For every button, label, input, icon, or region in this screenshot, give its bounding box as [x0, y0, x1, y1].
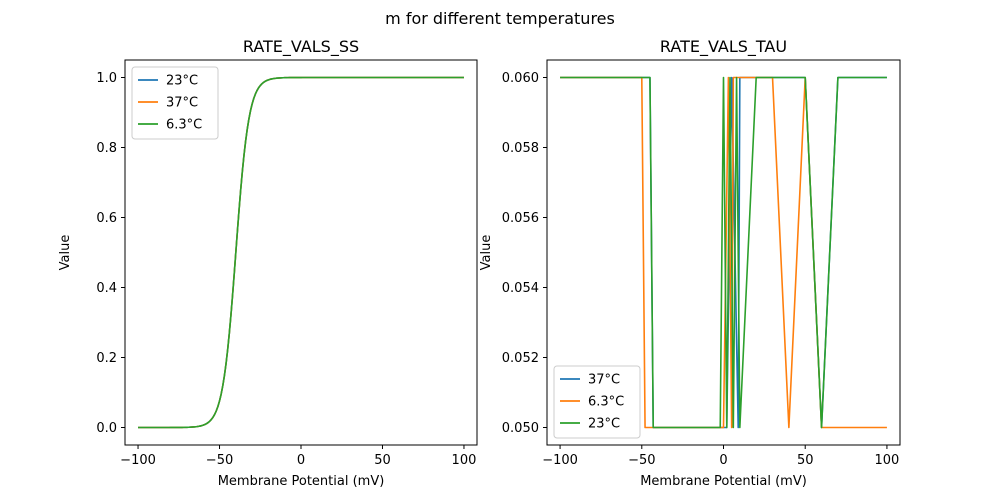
legend-label: 23°C: [166, 74, 198, 89]
panel-rate-vals-ss: RATE_VALS_SS −100 −50 0 50 100 0.0 0.2 0.4 0.6 0.8…: [58, 37, 478, 489]
y-tick-label: 0.2: [96, 351, 117, 366]
x-tick-label: 0: [719, 453, 727, 468]
series-line-6-3-c: [138, 76, 464, 429]
axes-title: RATE_VALS_SS: [243, 37, 359, 57]
y-axis-label: Value: [479, 235, 494, 271]
legend-label: 37°C: [166, 96, 198, 111]
axes-title: RATE_VALS_TAU: [660, 37, 787, 57]
x-tick-label: −50: [628, 453, 655, 468]
y-tick-label: 0.4: [96, 281, 117, 296]
legend-frame: [131, 66, 219, 140]
y-tick-label: 0.058: [502, 141, 539, 156]
y-tick-label: 1.0: [96, 71, 117, 86]
y-tick-label: 0.060: [502, 71, 539, 86]
x-axis-label: Membrane Potential (mV): [640, 474, 807, 489]
y-tick-label: 0.052: [502, 351, 539, 366]
legend-frame: [553, 365, 641, 439]
legend-label: 6.3°C: [166, 118, 202, 133]
y-tick-label: 0.0: [96, 421, 117, 436]
x-tick-label: 100: [875, 453, 900, 468]
legend: 23°C 37°C 6.3°C: [131, 66, 219, 140]
figure-suptitle: m for different temperatures: [385, 9, 615, 28]
y-tick-label: 0.6: [96, 211, 117, 226]
series-group: [560, 76, 887, 429]
x-tick-label: −100: [542, 453, 578, 468]
y-tick-label: 0.056: [502, 211, 539, 226]
x-tick-label: 100: [452, 453, 477, 468]
y-tick-label: 0.050: [502, 421, 539, 436]
x-tick-label: 0: [297, 453, 305, 468]
x-tick-label: −100: [120, 453, 156, 468]
y-tick-label: 0.8: [96, 141, 117, 156]
series-group: [138, 76, 464, 429]
legend-label: 37°C: [588, 373, 620, 388]
x-axis-label: Membrane Potential (mV): [218, 474, 385, 489]
x-tick-label: −50: [206, 453, 233, 468]
series-line-23-c: [560, 76, 887, 429]
x-tick-label: 50: [797, 453, 814, 468]
x-tick-label: 50: [374, 453, 391, 468]
panel-rate-vals-tau: RATE_VALS_TAU −100 −50 0 50 100 0.050 0.052 0.05…: [479, 37, 901, 489]
y-tick-label: 0.054: [502, 281, 539, 296]
legend-label: 23°C: [588, 417, 620, 432]
y-axis-label: Value: [58, 235, 73, 271]
legend-label: 6.3°C: [588, 395, 624, 410]
legend: 37°C 6.3°C 23°C: [553, 365, 641, 439]
